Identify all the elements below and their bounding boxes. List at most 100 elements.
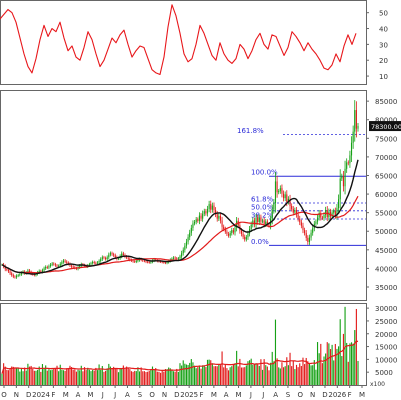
candle-body [287, 198, 289, 202]
volume-bar [129, 369, 131, 385]
candle-body [323, 214, 325, 219]
volume-bar [28, 366, 31, 385]
volume-bar [171, 370, 173, 385]
candle-body [54, 264, 56, 266]
volume-bar [218, 363, 220, 385]
candle-body [200, 215, 202, 219]
volume-bar [14, 367, 16, 385]
volume-bar [333, 360, 335, 385]
candle-body [88, 264, 90, 266]
candle-body [334, 210, 336, 216]
candle-body [182, 249, 184, 254]
volume-bar [341, 356, 343, 385]
x-tick-label: A [224, 391, 229, 399]
candle-body [307, 237, 309, 243]
volume-bar [150, 369, 152, 385]
candle-body [318, 213, 320, 218]
volume-bar [4, 366, 6, 385]
candle-body [127, 257, 129, 259]
volume-bar [176, 368, 178, 385]
volume-bar [95, 367, 97, 385]
volume-bar [40, 371, 42, 385]
volume-bar [69, 365, 71, 385]
candle-body [282, 193, 285, 199]
candle-body [48, 266, 50, 268]
candle-body [295, 210, 298, 215]
candle-body [215, 210, 217, 215]
volume-bar [229, 367, 231, 385]
volume-bar [190, 359, 192, 385]
volume-bar [328, 343, 330, 385]
volume-bar [169, 368, 171, 385]
volume-bar [347, 361, 349, 385]
volume-tick-label: 15000 [375, 344, 397, 352]
x-tick-label: S [286, 391, 291, 399]
fib-label: 100.0% [251, 169, 278, 177]
volume-bar [166, 369, 168, 385]
volume-bar [231, 366, 233, 385]
candle-body [143, 260, 145, 262]
volume-bar [307, 361, 309, 385]
candle-body [344, 168, 346, 187]
x-tick-label: 2026 [328, 391, 346, 399]
candle-body [38, 271, 40, 273]
volume-bar [77, 369, 79, 385]
volume-bar [244, 367, 246, 385]
candle-body [354, 110, 356, 132]
volume-bar [100, 369, 102, 385]
volume-bar [127, 368, 129, 385]
candle-body [46, 266, 48, 268]
volume-bar [232, 364, 234, 385]
price-tick-label: 70000 [375, 154, 397, 162]
candle-body [192, 223, 194, 228]
candle-body [153, 259, 155, 261]
volume-bar [45, 365, 47, 385]
volume-bar [184, 363, 186, 385]
candle-body [106, 257, 108, 260]
volume-bar [221, 351, 223, 385]
x-tick-label: F [200, 391, 204, 399]
candle-body [43, 268, 45, 271]
x-tick-label: F [348, 391, 352, 399]
candle-body [132, 260, 134, 262]
candle-body [145, 260, 147, 262]
candle-body [172, 257, 175, 259]
candle-body [291, 205, 293, 209]
volume-bar [7, 370, 10, 385]
candle-body [109, 253, 111, 255]
candle-body [218, 216, 220, 219]
candle-body [148, 262, 150, 263]
volume-panel-frame [0, 303, 367, 386]
volume-bar [12, 366, 14, 385]
x-tick-label: J [261, 391, 264, 399]
candle-body [142, 259, 144, 261]
volume-bar [189, 362, 191, 385]
candle-body [278, 191, 280, 193]
candle-body [67, 262, 69, 264]
rsi-tick-label: 50 [379, 10, 388, 18]
volume-bar [265, 365, 267, 385]
volume-bar [151, 366, 154, 385]
volume-bar [270, 362, 272, 385]
candle-body [185, 241, 188, 246]
candle-body [260, 217, 262, 222]
volume-bar [255, 363, 257, 385]
candle-body [121, 253, 123, 257]
volume-bar [93, 370, 95, 385]
volume-bar [138, 371, 141, 385]
volume-bar [132, 371, 134, 385]
rsi-tick-label: 30 [379, 41, 388, 49]
volume-bar [276, 358, 278, 385]
volume-bar [193, 365, 196, 385]
volume-bar [350, 342, 353, 385]
candle-body [274, 181, 277, 203]
x-tick-label: J [113, 391, 116, 399]
candle-body [227, 233, 230, 236]
candle-body [257, 217, 259, 222]
candle-body [210, 204, 212, 210]
volume-bar [292, 361, 294, 385]
candle-body [255, 217, 257, 225]
volume-bar [62, 370, 65, 385]
volume-bar [88, 369, 90, 385]
candle-body [355, 110, 357, 129]
